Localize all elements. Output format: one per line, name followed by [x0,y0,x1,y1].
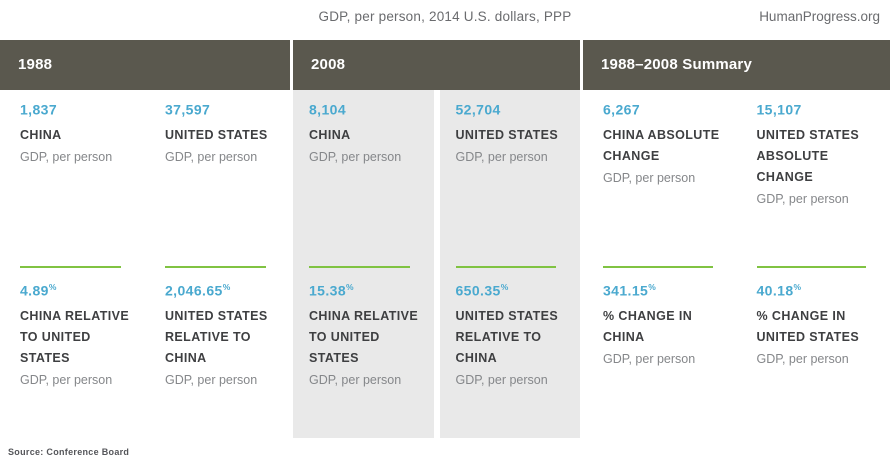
section-1988: 1988 1,837 CHINA GDP, per person 4.89% C… [0,40,290,438]
stat-label: % CHANGE IN UNITED STATES [756,308,860,344]
stat-cell-1988-us: 37,597 UNITED STATES GDP, per person 2,0… [145,90,290,438]
stat-value: 15,107 [757,98,881,119]
stat-block-absolute: 15,107 UNITED STATES ABSOLUTE CHANGE GDP… [757,98,881,266]
stat-value: 6,267 [603,98,727,119]
stat-value-number: 8,104 [309,101,347,118]
stat-sublabel: GDP, per person [309,149,402,164]
percent-superscript: % [346,282,354,292]
brand-link[interactable]: HumanProgress.org [759,9,880,24]
stat-block-relative: 2,046.65% UNITED STATES RELATIVE TO CHIN… [165,266,280,391]
percent-superscript: % [48,282,57,292]
stat-block-relative: 15.38% CHINA RELATIVE TO UNITED STATES G… [309,266,424,391]
stat-value: 2,046.65% [165,279,280,300]
stat-block-relative: 650.35% UNITED STATES RELATIVE TO CHINA … [455,266,571,391]
stat-value-number: 4.89 [20,282,49,299]
stat-block-absolute: 37,597 UNITED STATES GDP, per person [165,98,280,266]
green-divider-line [309,266,410,268]
source-note: Source: Conference Board [8,447,130,457]
stat-block-absolute: 8,104 CHINA GDP, per person [309,98,424,266]
stat-sublabel: GDP, per person [165,372,258,387]
stat-value: 650.35% [456,279,571,300]
stat-value: 15.38% [309,279,424,300]
percent-superscript: % [648,282,656,292]
stat-cell-2008-china: 8,104 CHINA GDP, per person 15.38% CHINA… [293,90,434,438]
top-bar: GDP, per person, 2014 U.S. dollars, PPP … [0,0,890,40]
stat-block-absolute: 6,267 CHINA ABSOLUTE CHANGE GDP, per per… [603,98,727,266]
percent-superscript: % [793,282,802,292]
stat-label: CHINA RELATIVE TO UNITED STATES [309,308,419,365]
page-title: GDP, per person, 2014 U.S. dollars, PPP [318,9,572,24]
stat-label: % CHANGE IN CHINA [603,308,693,344]
stat-block-absolute: 52,704 UNITED STATES GDP, per person [456,98,571,266]
stat-label: UNITED STATES [165,127,268,142]
green-divider-line [756,266,866,268]
stat-value-number: 650.35 [455,282,501,299]
stat-value: 37,597 [165,98,280,119]
stat-block-relative: 341.15% % CHANGE IN CHINA GDP, per perso… [603,266,727,370]
stat-sublabel: GDP, per person [756,191,849,206]
section-summary: 1988–2008 Summary 6,267 CHINA ABSOLUTE C… [583,40,890,438]
section-header-summary: 1988–2008 Summary [583,40,890,90]
green-divider-line [455,266,556,268]
stat-sublabel: GDP, per person [165,149,258,164]
stat-value: 52,704 [456,98,571,119]
percent-superscript: % [222,282,231,292]
stat-sublabel: GDP, per person [309,372,402,387]
stat-sublabel: GDP, per person [455,149,548,164]
stat-label: UNITED STATES ABSOLUTE CHANGE [756,127,860,184]
stat-sublabel: GDP, per person [756,351,849,366]
stat-sublabel: GDP, per person [603,351,696,366]
stats-grid: 1988 1,837 CHINA GDP, per person 4.89% C… [0,40,890,438]
stat-value-number: 15.38 [309,282,347,299]
stat-value-number: 52,704 [455,101,501,118]
stat-value: 8,104 [309,98,424,119]
stat-value: 40.18% [757,279,881,300]
stat-cell-summary-us: 15,107 UNITED STATES ABSOLUTE CHANGE GDP… [737,90,890,438]
stat-sublabel: GDP, per person [455,372,548,387]
section-header-1988: 1988 [0,40,290,90]
stat-cell-2008-us: 52,704 UNITED STATES GDP, per person 650… [439,90,580,438]
section-2008: 2008 8,104 CHINA GDP, per person 15.38% … [293,40,580,438]
stat-value: 341.15% [603,279,727,300]
stat-value-number: 1,837 [20,101,58,118]
stat-sublabel: GDP, per person [20,149,113,164]
stat-cell-1988-china: 1,837 CHINA GDP, per person 4.89% CHINA … [0,90,145,438]
green-divider-line [20,266,121,268]
percent-superscript: % [500,282,509,292]
stat-label: UNITED STATES RELATIVE TO CHINA [165,308,268,365]
stat-block-absolute: 1,837 CHINA GDP, per person [20,98,135,266]
stat-label: CHINA [20,127,62,142]
section-body-summary: 6,267 CHINA ABSOLUTE CHANGE GDP, per per… [583,90,890,438]
stat-value-number: 341.15 [603,282,649,299]
stat-value-number: 15,107 [756,101,802,118]
stat-label: CHINA [309,127,351,142]
green-divider-line [603,266,713,268]
stat-value: 4.89% [20,279,135,300]
stat-sublabel: GDP, per person [603,170,696,185]
stat-value-number: 37,597 [165,101,211,118]
stat-label: CHINA ABSOLUTE CHANGE [603,127,720,163]
stat-cell-summary-china: 6,267 CHINA ABSOLUTE CHANGE GDP, per per… [583,90,737,438]
section-body-1988: 1,837 CHINA GDP, per person 4.89% CHINA … [0,90,290,438]
stat-value: 1,837 [20,98,135,119]
stat-block-relative: 4.89% CHINA RELATIVE TO UNITED STATES GD… [20,266,135,391]
green-divider-line [165,266,266,268]
stat-value-number: 6,267 [603,101,641,118]
stat-label: CHINA RELATIVE TO UNITED STATES [20,308,130,365]
stat-value-number: 40.18 [756,282,794,299]
stat-sublabel: GDP, per person [20,372,113,387]
section-body-2008: 8,104 CHINA GDP, per person 15.38% CHINA… [293,90,580,438]
stat-label: UNITED STATES RELATIVE TO CHINA [455,308,559,365]
section-header-2008: 2008 [293,40,580,90]
stat-value-number: 2,046.65 [165,282,223,299]
stat-block-relative: 40.18% % CHANGE IN UNITED STATES GDP, pe… [756,266,881,370]
stat-label: UNITED STATES [455,127,559,142]
